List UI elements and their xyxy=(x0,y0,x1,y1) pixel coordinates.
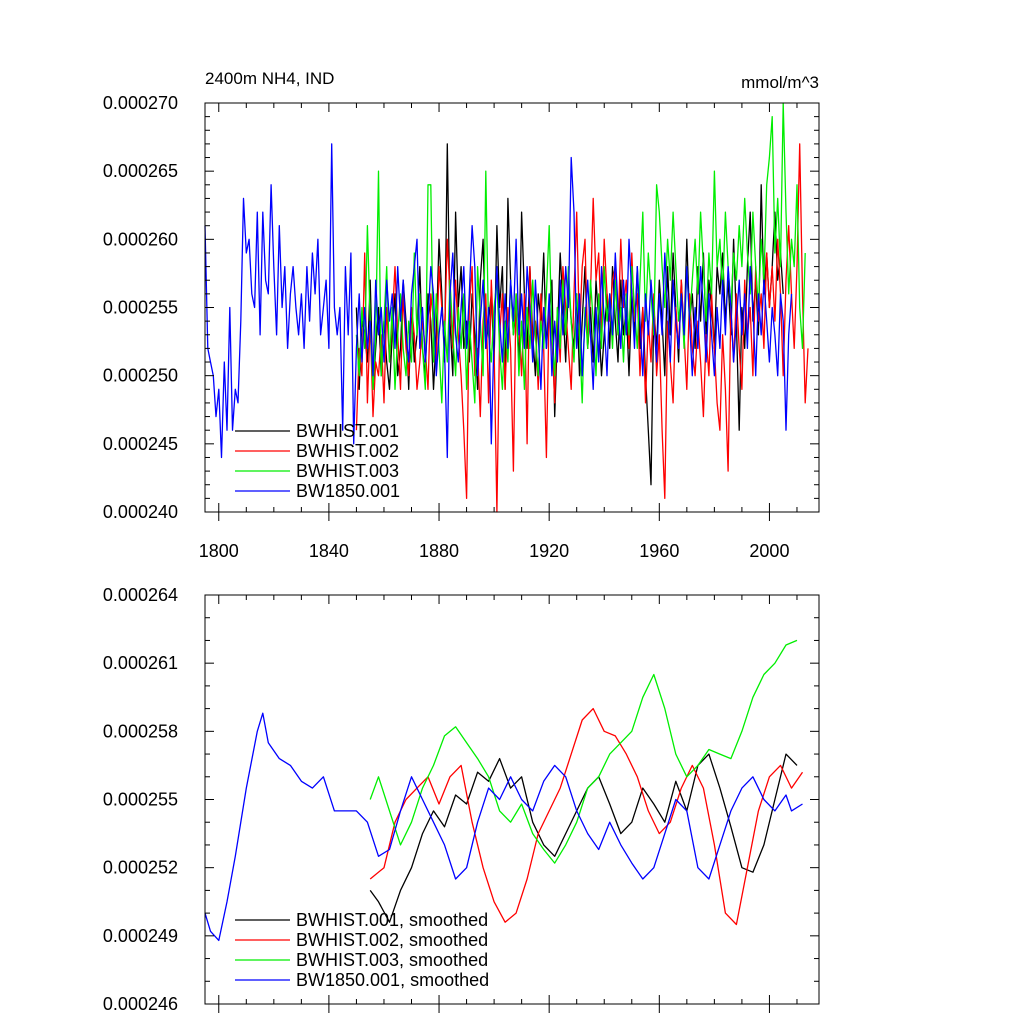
y-tick-label: 0.000261 xyxy=(103,653,178,673)
series-line-4 xyxy=(204,143,793,459)
y-tick-label: 0.000255 xyxy=(103,790,178,810)
y-tick-label: 0.000250 xyxy=(103,366,178,386)
legend-label-2: BWHIST.002, smoothed xyxy=(296,930,488,950)
x-tick-label: 2000 xyxy=(749,541,789,561)
x-tick-label: 1800 xyxy=(199,541,239,561)
series-line-2 xyxy=(369,707,804,926)
y-tick-label: 0.000240 xyxy=(103,502,178,522)
x-tick-label: 1920 xyxy=(529,541,569,561)
series-line-4 xyxy=(204,712,803,942)
series-line-3 xyxy=(369,639,798,864)
title-right: mmol/m^3 xyxy=(741,73,819,92)
title-left: 2400m NH4, IND xyxy=(205,69,334,88)
legend-label-4: BW1850.001, smoothed xyxy=(296,970,489,990)
legend-label-3: BWHIST.003, smoothed xyxy=(296,950,488,970)
series-line-1 xyxy=(369,753,798,923)
y-tick-label: 0.000246 xyxy=(103,994,178,1014)
y-tick-label: 0.000245 xyxy=(103,434,178,454)
x-tick-label: 1960 xyxy=(639,541,679,561)
y-tick-label: 0.000260 xyxy=(103,229,178,249)
y-tick-label: 0.000258 xyxy=(103,721,178,741)
y-tick-label: 0.000270 xyxy=(103,93,178,113)
bottom-panel: 0.000246 0.000249 0.000252 0.000255 0.000258… xyxy=(103,585,820,1014)
x-tick-label: 1880 xyxy=(419,541,459,561)
y-tick-label: 0.000249 xyxy=(103,926,178,946)
y-tick-label: 0.000255 xyxy=(103,298,178,318)
y-tick-label: 0.000264 xyxy=(103,585,178,605)
y-tick-label: 0.000265 xyxy=(103,161,178,181)
legend-label-3: BWHIST.003 xyxy=(296,461,399,481)
top-panel: 1800 1840 1880 1920 1960 2000 0.000240 0.000245… xyxy=(103,93,820,561)
legend-label-1: BWHIST.001 xyxy=(296,421,399,441)
y-tick-label: 0.000252 xyxy=(103,858,178,878)
legend-label-2: BWHIST.002 xyxy=(296,441,399,461)
legend-label-1: BWHIST.001, smoothed xyxy=(296,910,488,930)
legend-label-4: BW1850.001 xyxy=(296,481,400,501)
x-tick-label: 1840 xyxy=(309,541,349,561)
